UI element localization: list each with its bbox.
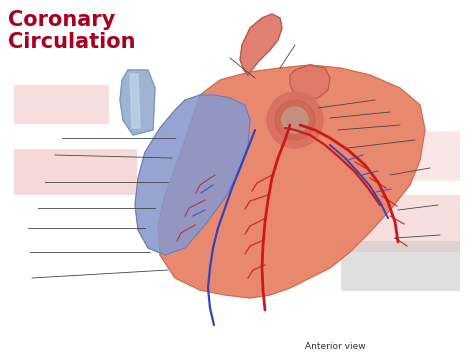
Circle shape [282, 107, 308, 133]
Polygon shape [130, 74, 140, 128]
Bar [341, 241, 460, 291]
Bar [14, 85, 109, 124]
Polygon shape [120, 70, 155, 135]
Polygon shape [135, 95, 250, 255]
Polygon shape [240, 14, 282, 75]
Polygon shape [158, 65, 425, 298]
Text: Coronary
Circulation: Coronary Circulation [8, 10, 136, 53]
Polygon shape [290, 65, 330, 100]
Circle shape [275, 100, 315, 140]
Bar [14, 149, 137, 195]
Bar [318, 195, 460, 252]
Circle shape [267, 92, 323, 148]
Bar [318, 131, 460, 181]
Text: Anterior view: Anterior view [305, 342, 365, 351]
